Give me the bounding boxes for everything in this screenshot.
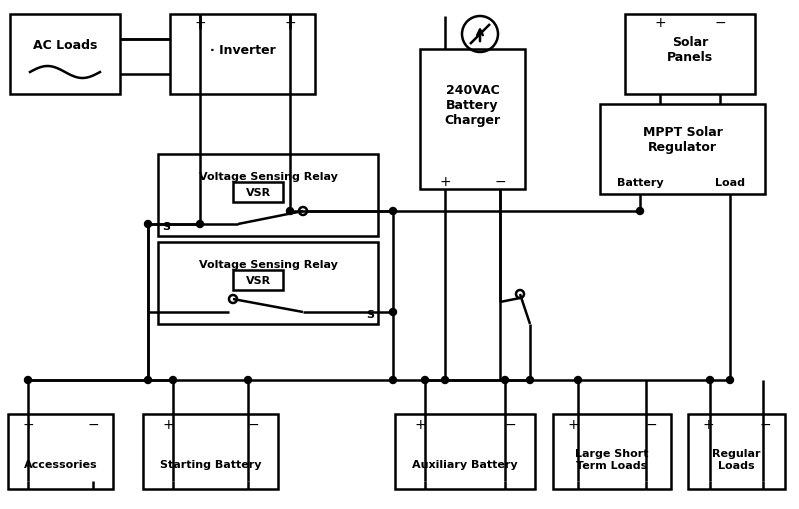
- Circle shape: [169, 377, 177, 384]
- Text: Load: Load: [715, 178, 745, 188]
- Text: Large Short
Term Loads: Large Short Term Loads: [575, 448, 649, 470]
- Bar: [170, 15, 315, 95]
- Text: −: −: [504, 417, 516, 431]
- Text: −: −: [759, 417, 771, 431]
- Bar: [688, 414, 785, 489]
- Circle shape: [229, 295, 237, 303]
- Text: Accessories: Accessories: [24, 459, 97, 469]
- Text: MPPT Solar
Regulator: MPPT Solar Regulator: [642, 126, 722, 154]
- Text: VSR: VSR: [245, 275, 271, 286]
- Bar: [233, 270, 283, 291]
- Text: −: −: [247, 417, 259, 431]
- Circle shape: [299, 208, 307, 216]
- Text: +: +: [439, 175, 451, 189]
- Circle shape: [637, 208, 643, 215]
- Bar: [395, 414, 535, 489]
- Text: +: +: [22, 417, 34, 431]
- Text: +: +: [567, 417, 578, 431]
- Text: +: +: [414, 417, 426, 431]
- Bar: [420, 50, 525, 190]
- Bar: [8, 414, 113, 489]
- Circle shape: [706, 377, 714, 384]
- Circle shape: [244, 377, 252, 384]
- Text: −: −: [284, 16, 296, 30]
- Text: −: −: [87, 417, 99, 431]
- Bar: [553, 414, 671, 489]
- Text: Auxiliary Battery: Auxiliary Battery: [412, 459, 518, 469]
- Text: −: −: [645, 417, 657, 431]
- Text: S: S: [162, 221, 170, 232]
- Text: Solar
Panels: Solar Panels: [667, 36, 713, 64]
- Circle shape: [389, 208, 396, 215]
- Text: S: S: [366, 309, 374, 319]
- Circle shape: [389, 377, 396, 384]
- Circle shape: [574, 377, 582, 384]
- Text: −: −: [714, 16, 725, 30]
- Text: Regular
Loads: Regular Loads: [712, 448, 761, 470]
- Text: AC Loads: AC Loads: [33, 38, 97, 51]
- Circle shape: [516, 291, 524, 298]
- Bar: [158, 155, 378, 237]
- Circle shape: [287, 208, 293, 215]
- Bar: [10, 15, 120, 95]
- Text: Voltage Sensing Relay: Voltage Sensing Relay: [199, 172, 337, 182]
- Text: VSR: VSR: [245, 188, 271, 197]
- Circle shape: [389, 309, 396, 316]
- Bar: [600, 105, 765, 194]
- Circle shape: [197, 221, 204, 228]
- Text: +: +: [162, 417, 174, 431]
- Circle shape: [422, 377, 428, 384]
- Bar: [158, 242, 378, 324]
- Bar: [625, 15, 755, 95]
- Text: +: +: [654, 16, 666, 30]
- Circle shape: [145, 377, 152, 384]
- Circle shape: [25, 377, 31, 384]
- Circle shape: [527, 377, 534, 384]
- Circle shape: [145, 221, 152, 228]
- Text: · Inverter: · Inverter: [209, 43, 276, 56]
- Text: +: +: [702, 417, 714, 431]
- Circle shape: [726, 377, 733, 384]
- Text: 240VAC
Battery
Charger: 240VAC Battery Charger: [444, 83, 500, 126]
- Circle shape: [442, 377, 448, 384]
- Bar: [143, 414, 278, 489]
- Text: Battery: Battery: [617, 178, 663, 188]
- Bar: [233, 183, 283, 203]
- Text: −: −: [495, 175, 506, 189]
- Text: +: +: [194, 16, 206, 30]
- Text: Voltage Sensing Relay: Voltage Sensing Relay: [199, 260, 337, 269]
- Text: Starting Battery: Starting Battery: [160, 459, 261, 469]
- Circle shape: [502, 377, 508, 384]
